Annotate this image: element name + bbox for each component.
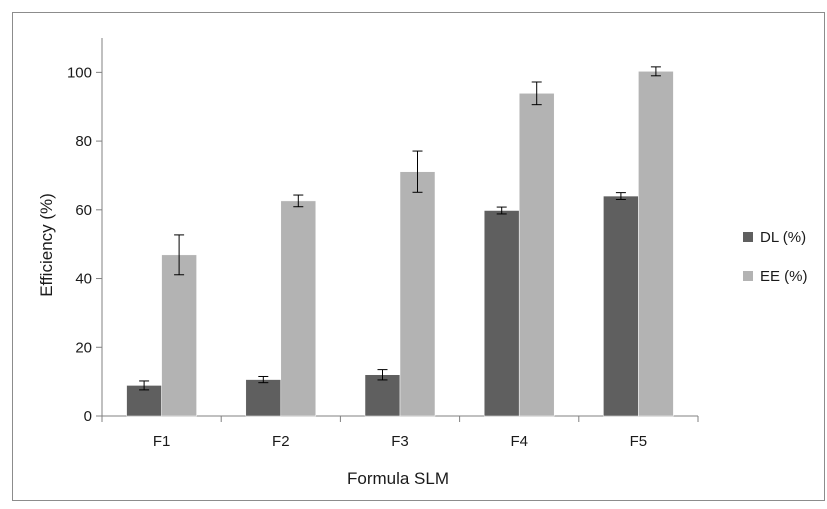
bar-dl-f2	[245, 379, 282, 417]
bar-ee-f1	[161, 254, 197, 417]
legend-swatch	[743, 271, 753, 281]
legend-label: DL (%)	[760, 229, 806, 246]
y-axis-title: Efficiency (%)	[37, 193, 56, 297]
bar-ee-f3	[399, 171, 436, 417]
bar-dl-f3	[364, 374, 401, 417]
x-tick-label: F3	[391, 433, 409, 450]
y-tick-label: 100	[67, 64, 92, 81]
y-tick-label: 20	[75, 339, 92, 356]
legend-label: EE (%)	[760, 268, 808, 285]
y-tick-label: 0	[84, 408, 92, 425]
x-tick-label: F2	[272, 433, 290, 450]
x-tick-label: F4	[510, 433, 528, 450]
bar-dl-f4	[483, 210, 520, 417]
y-tick-label: 40	[75, 271, 92, 288]
legend: DL (%) EE (%)	[743, 229, 808, 285]
tick-labels: 0 20 40 60 80 100 F1 F2 F3 F4 F5	[67, 64, 647, 450]
legend-swatch	[743, 232, 753, 242]
y-tick-label: 80	[75, 133, 92, 150]
x-axis-title: Formula SLM	[347, 469, 449, 488]
bar-ee-f5	[638, 71, 674, 417]
x-tick-label: F5	[630, 433, 648, 450]
y-tick-label: 60	[75, 202, 92, 219]
bar-ee-f4	[518, 93, 555, 417]
x-tick-label: F1	[153, 433, 171, 450]
bars	[126, 71, 674, 417]
bar-ee-f2	[280, 200, 317, 417]
bar-dl-f5	[603, 195, 639, 417]
error-bars	[139, 66, 661, 391]
